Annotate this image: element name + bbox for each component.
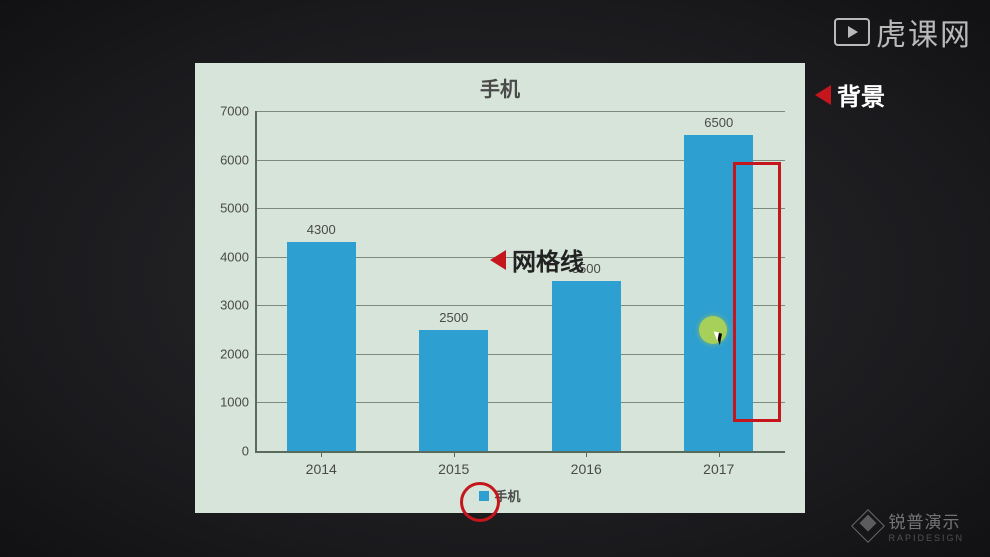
triangle-left-icon [815, 85, 831, 105]
bar: 4300 [287, 242, 356, 451]
callout-background: 背景 [815, 77, 885, 112]
triangle-left-icon [490, 250, 506, 270]
y-axis-line [255, 111, 257, 451]
gridline [255, 111, 785, 112]
callout-gridline: 网格线 [490, 242, 584, 277]
ytick-label: 0 [205, 444, 249, 459]
ytick-label: 4000 [205, 249, 249, 264]
plot-area: 0100020003000400050006000700043002014250… [255, 111, 785, 451]
callout-gridline-text: 网格线 [512, 242, 584, 277]
chart-panel: 手机 0100020003000400050006000700043002014… [195, 63, 805, 513]
xtick-mark [586, 451, 587, 457]
xtick-mark [454, 451, 455, 457]
watermark-bottom: 锐普演示 RAPIDESIGN [856, 508, 964, 543]
bar: 2500 [419, 330, 488, 451]
ytick-label: 6000 [205, 152, 249, 167]
watermark-bottom-sub: RAPIDESIGN [888, 533, 964, 543]
annotation-legend-circle [460, 482, 500, 522]
callout-background-text: 背景 [837, 77, 885, 112]
bar-value-label: 2500 [419, 310, 488, 325]
bar: 3500 [552, 281, 621, 451]
chart-title: 手机 [195, 73, 805, 102]
diamond-logo-icon [852, 509, 886, 543]
ytick-label: 7000 [205, 104, 249, 119]
bar-value-label: 6500 [684, 115, 753, 130]
xtick-mark [321, 451, 322, 457]
legend: 手机 [195, 486, 805, 505]
watermark-bottom-text: 锐普演示 [888, 513, 960, 532]
annotation-right-box [733, 162, 781, 422]
ytick-label: 1000 [205, 395, 249, 410]
ytick-label: 2000 [205, 346, 249, 361]
watermark-top: 虎课网 [834, 10, 972, 54]
play-icon [834, 18, 870, 46]
ytick-label: 5000 [205, 201, 249, 216]
bar-value-label: 4300 [287, 222, 356, 237]
ytick-label: 3000 [205, 298, 249, 313]
watermark-top-text: 虎课网 [876, 10, 972, 54]
cursor-highlight-icon [699, 316, 727, 344]
xtick-mark [719, 451, 720, 457]
